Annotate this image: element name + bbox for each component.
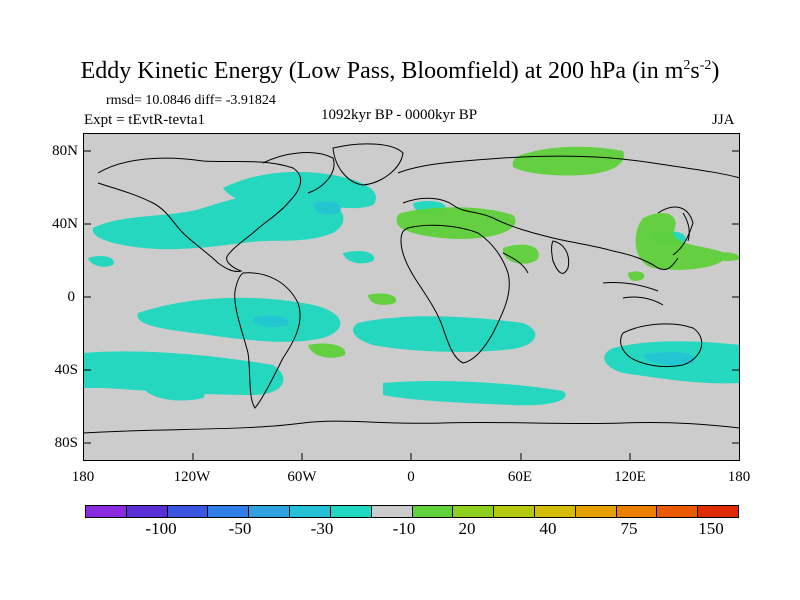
colorbar-swatch xyxy=(698,506,738,517)
experiment-label: Expt = tEvtR-tevta1 xyxy=(84,112,205,128)
colorbar-label: -100 xyxy=(145,519,177,538)
ytick-label: 80S xyxy=(54,435,78,451)
colorbar-swatch xyxy=(657,506,699,517)
xtick-label: 60W xyxy=(287,469,317,485)
colorbar-label: 40 xyxy=(539,519,557,538)
xtick-label: 60E xyxy=(507,469,533,485)
colorbar-label: 20 xyxy=(458,519,476,538)
colorbar-swatch xyxy=(494,506,535,517)
colorbar-swatch xyxy=(86,506,127,517)
colorbar-swatch xyxy=(371,506,413,517)
chart-title: Eddy Kinetic Energy (Low Pass, Bloomfiel… xyxy=(80,58,720,84)
colorbar-label: -10 xyxy=(392,519,416,538)
colorbar-swatch xyxy=(290,506,331,517)
stats-label: rmsd= 10.0846 diff= -3.91824 xyxy=(106,93,276,108)
colorbar-swatch xyxy=(453,506,495,517)
colorbar-label: -50 xyxy=(228,519,252,538)
season-label: JJA xyxy=(712,112,735,128)
xtick-label: 180 xyxy=(727,469,751,485)
period-label: 1092kyr BP - 0000kyr BP xyxy=(321,107,478,123)
xtick-label: 180 xyxy=(71,469,95,485)
xtick-label: 120W xyxy=(173,469,211,485)
ytick-label: 80N xyxy=(52,143,78,159)
colorbar-swatch xyxy=(534,506,576,517)
colorbar-swatch xyxy=(126,506,168,517)
map-panel xyxy=(83,133,740,461)
ytick-label: 40N xyxy=(52,216,78,232)
colorbar-swatch xyxy=(575,506,617,517)
colorbar-label: -30 xyxy=(310,519,334,538)
colorbar-label: 75 xyxy=(620,519,638,538)
colorbar-label: 150 xyxy=(698,519,724,538)
colorbar xyxy=(85,505,739,518)
colorbar-swatch xyxy=(616,506,658,517)
colorbar-swatch xyxy=(330,506,372,517)
colorbar-swatch xyxy=(167,506,209,517)
map-svg xyxy=(83,133,740,461)
xtick-label: 0 xyxy=(407,469,415,485)
colorbar-swatch xyxy=(208,506,250,517)
colorbar-swatch xyxy=(249,506,291,517)
colorbar-swatch xyxy=(412,506,454,517)
ytick-label: 40S xyxy=(54,362,78,378)
ytick-label: 0 xyxy=(67,289,76,305)
xtick-label: 120E xyxy=(614,469,646,485)
